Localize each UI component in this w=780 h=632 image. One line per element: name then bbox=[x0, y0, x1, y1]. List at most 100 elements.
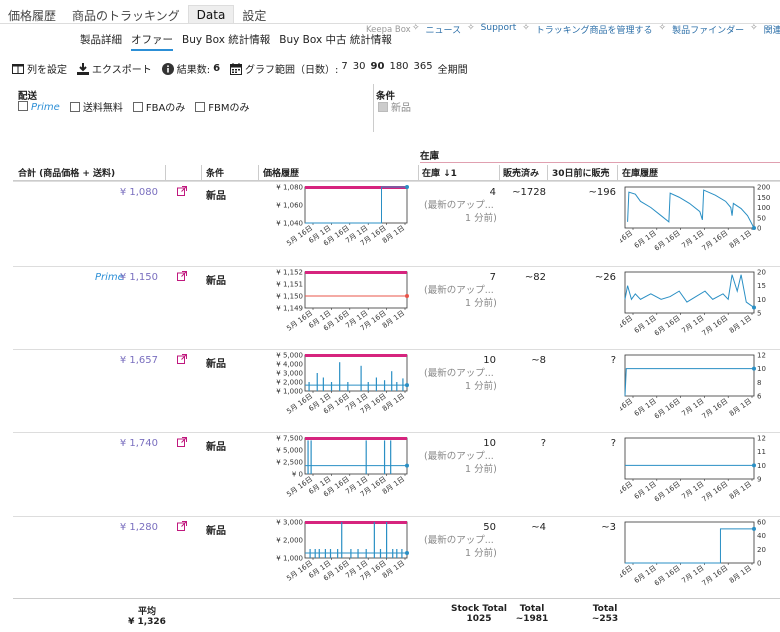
offer-price[interactable]: ¥ 1,150 bbox=[119, 272, 158, 283]
header-total[interactable]: 合計 (商品価格 + 送料) bbox=[18, 169, 116, 179]
range-180[interactable]: 180 bbox=[389, 61, 409, 72]
x-tick-label: 5月 16日 bbox=[620, 229, 634, 253]
offer-price[interactable]: ¥ 1,657 bbox=[119, 355, 158, 366]
y-tick-label: ¥ 7,500 bbox=[276, 435, 303, 443]
x-tick-label: 8月 1日 bbox=[728, 229, 753, 250]
plot-frame bbox=[624, 271, 755, 314]
x-tick-label: 8月 1日 bbox=[728, 397, 753, 418]
y-tick-label: ¥ 1,151 bbox=[276, 281, 303, 289]
stock-count: 4 bbox=[489, 187, 496, 198]
subtab-buybox-used-stats[interactable]: Buy Box 中古 統計情報 bbox=[279, 34, 392, 46]
condition-new[interactable]: 新品 bbox=[378, 99, 411, 114]
plot-frame bbox=[304, 271, 408, 309]
group-header-line bbox=[420, 162, 780, 163]
calendar-icon bbox=[230, 62, 243, 75]
filter-fba-only[interactable]: FBAのみ bbox=[132, 99, 185, 114]
y-tick-label: 11 bbox=[757, 448, 766, 456]
range-365[interactable]: 365 bbox=[413, 61, 433, 72]
subtab-product-details[interactable]: 製品詳細 bbox=[80, 34, 122, 46]
range-30[interactable]: 30 bbox=[352, 61, 366, 72]
y-tick-label: 40 bbox=[757, 532, 766, 540]
toolbar: 列を設定 エクスポート 結果数: 6 グラフ範囲（日数）: 7 30 90 18… bbox=[12, 61, 472, 76]
range-all[interactable]: 全期間 bbox=[437, 65, 468, 76]
checkbox-disabled bbox=[378, 102, 388, 112]
row-divider bbox=[13, 266, 780, 267]
series-line bbox=[624, 274, 755, 308]
external-link-icon[interactable] bbox=[177, 271, 187, 284]
link-product-finder[interactable]: 製品ファインダー bbox=[672, 26, 745, 36]
checkbox[interactable] bbox=[195, 102, 206, 112]
y-tick-label: 10 bbox=[757, 462, 766, 470]
stock-note: (最新のアップ... bbox=[424, 200, 494, 211]
range-90[interactable]: 90 bbox=[370, 61, 385, 72]
link-news[interactable]: ニュース bbox=[425, 26, 462, 36]
offer-condition: 新品 bbox=[206, 191, 226, 202]
x-tick-label: 8月 1日 bbox=[728, 314, 753, 335]
series-end-point bbox=[752, 463, 756, 468]
stock-note: (最新のアップ... bbox=[424, 451, 494, 462]
header-stock[interactable]: 在庫 ↓1 bbox=[422, 169, 457, 179]
offer-price[interactable]: ¥ 1,080 bbox=[119, 187, 158, 198]
link-support[interactable]: Support bbox=[480, 23, 517, 33]
link-related[interactable]: 関連する商 bbox=[763, 26, 780, 36]
external-link-icon[interactable] bbox=[177, 437, 187, 450]
footer-sold-total-label: Total bbox=[519, 604, 545, 614]
filter-fbm-only[interactable]: FBMのみ bbox=[195, 99, 250, 114]
plot-frame bbox=[624, 521, 755, 564]
col-separator bbox=[165, 165, 166, 180]
y-tick-label: ¥ 5,000 bbox=[276, 352, 303, 360]
checkbox[interactable] bbox=[132, 102, 143, 112]
offer-price[interactable]: ¥ 1,280 bbox=[119, 522, 158, 533]
result-value: 6 bbox=[213, 63, 221, 74]
filter-prime[interactable]: Prime bbox=[18, 100, 60, 113]
x-tick-label: 7月 16日 bbox=[701, 229, 730, 253]
x-tick-label: 6月 16日 bbox=[653, 397, 682, 421]
external-link-icon[interactable] bbox=[177, 186, 187, 199]
checkbox[interactable] bbox=[18, 100, 28, 111]
columns-icon bbox=[12, 63, 24, 75]
external-link-icon[interactable] bbox=[177, 521, 187, 534]
brand-label: Keepa Box bbox=[366, 25, 411, 35]
result-count: 結果数: 6 bbox=[161, 61, 221, 76]
y-tick-label: 12 bbox=[757, 352, 766, 360]
header-condition[interactable]: 条件 bbox=[206, 169, 225, 179]
header-sold[interactable]: 販売済み bbox=[503, 169, 540, 179]
checkbox[interactable] bbox=[69, 102, 80, 112]
stock-count: 50 bbox=[483, 522, 496, 533]
export-button[interactable]: エクスポート bbox=[77, 61, 152, 76]
sold30-count: ~3 bbox=[601, 522, 616, 533]
y-tick-label: ¥ 1,060 bbox=[276, 202, 303, 210]
columns-button[interactable]: 列を設定 bbox=[12, 61, 67, 76]
tab-price-history[interactable]: 価格履歴 bbox=[8, 9, 57, 23]
row-divider bbox=[13, 516, 780, 517]
filter-free-shipping[interactable]: 送料無料 bbox=[69, 99, 123, 114]
info-icon bbox=[161, 62, 174, 75]
range-7[interactable]: 7 bbox=[341, 61, 348, 72]
subtab-buybox-stats[interactable]: Buy Box 統計情報 bbox=[182, 34, 271, 46]
header-links: ✧ ニュース ✧ Support ✧ トラッキング商品を管理する ✧ 製品ファイ… bbox=[412, 23, 780, 36]
header-sold30[interactable]: 30日前に販売 bbox=[552, 169, 610, 179]
series-line bbox=[305, 186, 407, 224]
tab-product-tracking[interactable]: 商品のトラッキング bbox=[72, 9, 180, 23]
y-tick-label: ¥ 3,000 bbox=[276, 519, 303, 527]
sparkle-icon: ✧ bbox=[658, 23, 667, 33]
y-tick-label: 0 bbox=[757, 560, 761, 568]
link-manage-tracking[interactable]: トラッキング商品を管理する bbox=[535, 26, 653, 36]
sub-tabs: 製品詳細 オファー Buy Box 統計情報 Buy Box 中古 統計情報 bbox=[80, 32, 392, 51]
header-price-history: 価格履歴 bbox=[263, 169, 300, 179]
offer-price[interactable]: ¥ 1,740 bbox=[119, 438, 158, 449]
y-tick-label: ¥ 4,000 bbox=[276, 361, 303, 369]
top-tabs: 価格履歴 商品のトラッキング Data 設定 bbox=[0, 5, 274, 24]
y-tick-label: 9 bbox=[757, 476, 761, 484]
tab-settings[interactable]: 設定 bbox=[242, 9, 267, 23]
y-tick-label: 15 bbox=[757, 282, 766, 290]
subtab-offers[interactable]: オファー bbox=[131, 32, 173, 51]
series-end-point bbox=[752, 226, 756, 230]
external-link-icon[interactable] bbox=[177, 354, 187, 367]
tab-data[interactable]: Data bbox=[187, 5, 235, 24]
stock-updated-time: 1 分前) bbox=[465, 464, 497, 475]
buybox-bar bbox=[305, 271, 407, 274]
buybox-bar bbox=[305, 354, 407, 357]
